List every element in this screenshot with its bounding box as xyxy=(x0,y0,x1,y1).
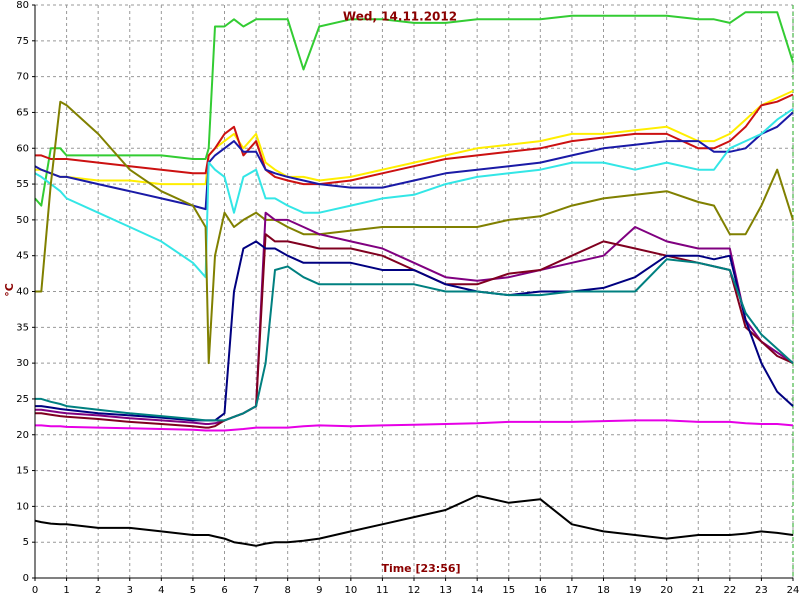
line xyxy=(34,494,794,547)
x-tick-label: 19 xyxy=(629,585,642,596)
x-tick-label: 24 xyxy=(787,585,800,596)
line xyxy=(34,108,794,279)
x-tick-label: 21 xyxy=(692,585,705,596)
x-tick-label: 23 xyxy=(755,585,768,596)
line xyxy=(35,258,794,422)
y-tick-label: 30 xyxy=(16,358,29,369)
x-tick-label: 15 xyxy=(502,585,515,596)
y-tick-label: 15 xyxy=(16,466,29,477)
y-tick-label: 40 xyxy=(16,287,29,298)
x-tick-label: 13 xyxy=(439,585,452,596)
x-tick-label: 2 xyxy=(95,585,101,596)
x-tick-label: 10 xyxy=(344,585,357,596)
line xyxy=(34,11,794,207)
y-tick-label: 10 xyxy=(16,501,29,512)
line xyxy=(35,100,794,365)
y-tick-label: 20 xyxy=(16,430,29,441)
line xyxy=(35,211,794,425)
line xyxy=(34,111,794,211)
y-tick-label: 70 xyxy=(16,72,29,83)
x-tick-label: 16 xyxy=(534,585,547,596)
y-tick-label: 75 xyxy=(16,36,29,47)
line xyxy=(35,89,794,186)
y-tick-label: 50 xyxy=(16,215,29,226)
x-tick-label: 20 xyxy=(660,585,673,596)
x-tick-label: 0 xyxy=(32,585,38,596)
line xyxy=(35,419,794,432)
y-tick-label: 65 xyxy=(16,107,29,118)
y-tick-label: 5 xyxy=(23,537,29,548)
line xyxy=(35,93,794,186)
x-tick-label: 3 xyxy=(127,585,133,596)
x-tick-label: 6 xyxy=(221,585,227,596)
x-axis-label: Time [23:56] xyxy=(381,562,460,575)
x-tick-label: 4 xyxy=(158,585,164,596)
y-tick-label: 25 xyxy=(16,394,29,405)
chart-title: Wed, 14.11.2012 xyxy=(343,10,457,24)
x-tick-label: 8 xyxy=(284,585,290,596)
x-tick-label: 17 xyxy=(566,585,579,596)
x-tick-label: 1 xyxy=(63,585,69,596)
x-tick-label: 22 xyxy=(723,585,736,596)
lines xyxy=(34,11,794,547)
x-tick-label: 5 xyxy=(190,585,196,596)
y-tick-label: 80 xyxy=(16,0,29,11)
line xyxy=(35,233,794,429)
y-tick-label: 0 xyxy=(23,573,29,584)
y-tick-label: 60 xyxy=(16,143,29,154)
y-tick-label: 35 xyxy=(16,322,29,333)
y-tick-label: 55 xyxy=(16,179,29,190)
x-tick-label: 18 xyxy=(597,585,610,596)
x-tick-label: 12 xyxy=(408,585,421,596)
y-axis-label: °C xyxy=(3,283,16,297)
x-tick-label: 7 xyxy=(253,585,259,596)
x-tick-label: 11 xyxy=(376,585,389,596)
x-tick-label: 14 xyxy=(471,585,484,596)
y-tick-label: 45 xyxy=(16,251,29,262)
x-tick-label: 9 xyxy=(316,585,322,596)
line xyxy=(35,240,794,422)
